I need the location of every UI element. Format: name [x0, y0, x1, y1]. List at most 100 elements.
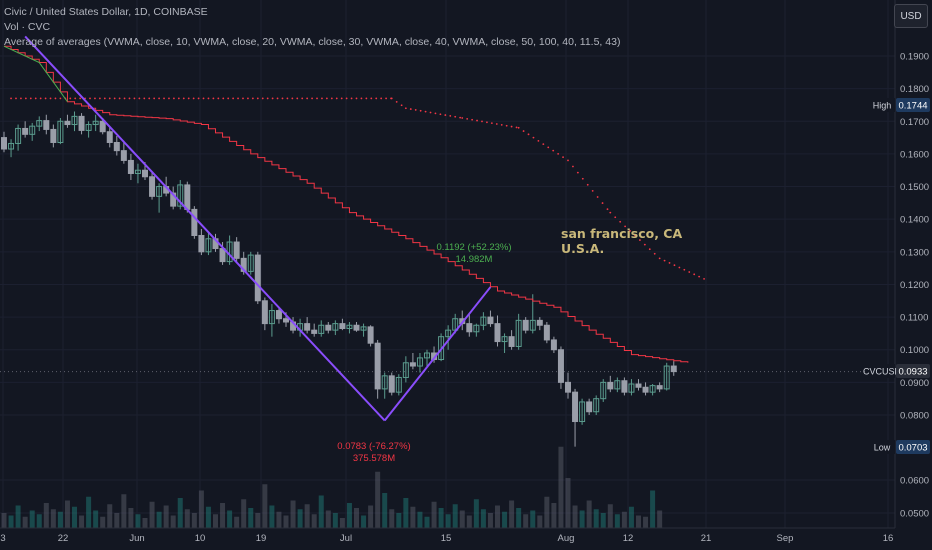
volume-bar — [177, 498, 183, 528]
candle-body — [36, 120, 43, 127]
dotted-line-point — [123, 97, 126, 100]
candle-body — [642, 386, 649, 393]
price-label-name: CVCUSD — [863, 367, 902, 377]
volume-bar — [114, 513, 120, 528]
dotted-line-point — [547, 146, 550, 149]
dotted-line-point — [128, 97, 131, 100]
volume-bar — [403, 498, 409, 528]
price-tick-label: 0.0500 — [900, 509, 929, 520]
trend-lines[interactable] — [24, 35, 492, 422]
dotted-line-point — [434, 112, 437, 115]
candle-body — [494, 323, 501, 343]
candle-body — [360, 326, 367, 331]
dotted-line-point — [466, 117, 469, 120]
candle-body — [85, 124, 92, 131]
price-tick-label: 0.1900 — [900, 52, 929, 63]
candle-body — [579, 401, 586, 423]
dotted-line-point — [629, 230, 631, 232]
dotted-line-point — [639, 239, 641, 241]
time-tick-label: 21 — [701, 533, 712, 544]
volume-bar — [220, 503, 226, 528]
volume-bar — [551, 503, 557, 528]
volume-bar — [544, 496, 550, 528]
price-tick-label: 0.1300 — [900, 247, 929, 258]
time-axis[interactable]: 3 22 Jun 10 19 Jul 15 Aug 12 21 Sep 16 — [0, 527, 895, 544]
candle-body — [57, 120, 64, 143]
dotted-line-point — [596, 196, 599, 198]
candle-body — [543, 324, 550, 341]
dotted-line-point — [340, 97, 343, 100]
price-axis-bg — [895, 0, 932, 550]
dotted-line-point — [663, 259, 666, 262]
dotted-line-point — [552, 149, 555, 152]
symbol-title[interactable]: Civic / United States Dollar, 1D, COINBA… — [4, 6, 208, 18]
candle-body — [240, 257, 247, 272]
volume-bar — [304, 504, 310, 528]
dotted-line-point — [251, 97, 254, 100]
candle-body — [501, 336, 508, 343]
dotted-line-point — [197, 97, 200, 100]
candle-body — [339, 323, 346, 330]
location-annotation: san francisco, CA U.S.A. — [561, 226, 682, 256]
dotted-line-point — [291, 97, 294, 100]
dotted-line-point — [138, 97, 141, 100]
dotted-line-point — [532, 136, 535, 139]
volume-bar — [128, 508, 134, 528]
dotted-line-point — [321, 97, 323, 100]
dotted-line-point — [414, 109, 417, 111]
volume-bar — [480, 509, 486, 528]
volume-bar — [205, 506, 211, 528]
dotted-line-point — [237, 97, 239, 100]
time-tick-label: Sep — [777, 533, 794, 544]
volume-bar — [93, 510, 99, 528]
price-axis[interactable]: 0.1900 0.1800 0.1700 0.1600 0.1500 0.1400 0.13… — [894, 0, 932, 550]
volume-bar — [22, 516, 28, 528]
dotted-line-point — [409, 108, 412, 110]
dotted-line-point — [673, 264, 676, 267]
time-tick-label: 16 — [883, 533, 894, 544]
dotted-line-point — [54, 97, 57, 100]
candle-body — [565, 381, 571, 393]
dotted-line-point — [668, 262, 671, 264]
volume-bar — [410, 506, 416, 528]
dotted-line-point — [395, 100, 398, 103]
dotted-line-point — [648, 248, 651, 251]
dotted-line-point — [495, 123, 498, 125]
volume-legend[interactable]: Vol · CVC — [4, 21, 51, 33]
volume-bar — [368, 505, 374, 528]
time-tick-label: 12 — [623, 533, 634, 544]
indicator-legend[interactable]: Average of averages (VWMA, close, 10, VW… — [4, 36, 621, 48]
candle-body — [311, 329, 318, 334]
volume-bar — [459, 510, 465, 528]
candle-body — [149, 176, 156, 197]
candle-body — [8, 142, 15, 150]
dotted-line-point — [350, 97, 353, 100]
volume-bar — [614, 514, 620, 528]
dotted-line-point — [454, 115, 457, 118]
dotted-line-point — [505, 124, 508, 127]
candle-body — [445, 329, 452, 338]
candle-body — [283, 318, 289, 323]
candle-body — [515, 319, 522, 347]
price-label-value: 0.1744 — [898, 101, 927, 112]
currency-button[interactable]: USD — [894, 4, 928, 28]
dotted-line-point — [143, 97, 146, 100]
volume-bar — [290, 500, 296, 528]
dotted-line-point — [24, 97, 27, 100]
price-tick-label: 0.1800 — [900, 84, 929, 95]
candle-body — [593, 398, 600, 413]
volume-bar — [389, 509, 395, 528]
dotted-line-point — [476, 119, 478, 122]
time-tick-label: 10 — [195, 533, 206, 544]
volume-bar — [558, 446, 564, 528]
candle-body — [656, 385, 663, 390]
candle-body — [275, 310, 282, 320]
volume-bar — [495, 505, 500, 528]
dotted-line-point — [562, 156, 564, 159]
dotted-line-point — [10, 97, 12, 100]
legend: Civic / United States Dollar, 1D, COINBA… — [4, 5, 620, 50]
dotted-line-point — [311, 97, 313, 100]
dotted-line-point — [703, 278, 705, 280]
measure-up-change: 0.1192 (+52.23%) — [436, 242, 512, 253]
